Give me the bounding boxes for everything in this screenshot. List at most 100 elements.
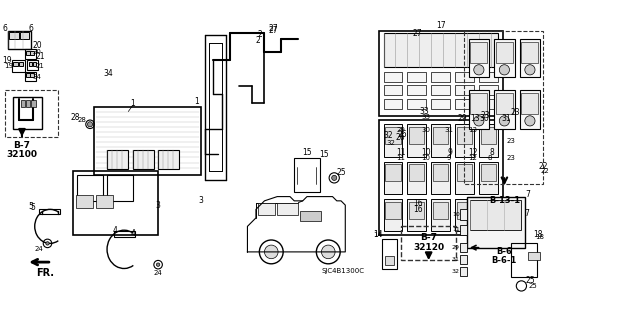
Text: 1: 1	[130, 99, 135, 108]
Bar	[431, 199, 450, 232]
Text: 1: 1	[194, 97, 199, 106]
Text: 7: 7	[524, 209, 529, 218]
Bar	[460, 255, 467, 264]
Text: 31: 31	[452, 257, 460, 262]
Ellipse shape	[525, 65, 535, 75]
Bar	[470, 42, 488, 63]
Bar	[294, 158, 320, 192]
Bar	[408, 199, 426, 232]
Bar	[409, 164, 424, 181]
Text: 29: 29	[452, 245, 460, 250]
Text: 25: 25	[336, 168, 346, 177]
Bar	[520, 90, 540, 129]
Bar	[431, 124, 450, 157]
Bar	[408, 71, 426, 82]
Bar	[385, 256, 394, 265]
Bar	[383, 71, 403, 82]
Bar	[460, 209, 467, 219]
Bar	[494, 90, 515, 129]
Ellipse shape	[525, 116, 535, 126]
Bar	[73, 171, 158, 235]
Text: 24: 24	[154, 270, 163, 276]
Text: B-6-1: B-6-1	[492, 256, 517, 265]
Text: 27: 27	[413, 29, 422, 38]
Bar	[481, 164, 496, 181]
Bar	[380, 120, 502, 235]
Bar	[408, 124, 426, 157]
Text: 24: 24	[35, 246, 44, 252]
Ellipse shape	[474, 116, 484, 126]
Bar	[158, 150, 179, 168]
Text: B-13-1: B-13-1	[489, 197, 520, 205]
Bar	[24, 71, 36, 81]
Bar	[479, 85, 497, 95]
Bar	[408, 99, 426, 109]
Bar	[522, 93, 538, 114]
Text: 8: 8	[489, 148, 494, 157]
Ellipse shape	[332, 175, 337, 181]
Bar	[20, 33, 29, 39]
Text: 28: 28	[71, 113, 80, 122]
Bar	[433, 164, 448, 181]
Bar	[460, 267, 467, 276]
Text: 13: 13	[470, 114, 479, 123]
Bar	[380, 31, 502, 116]
Bar	[455, 71, 474, 82]
Text: FR.: FR.	[36, 268, 54, 278]
Bar	[408, 85, 426, 95]
Text: 18: 18	[534, 230, 543, 239]
Bar	[385, 202, 401, 219]
Bar	[5, 90, 58, 137]
Bar	[383, 85, 403, 95]
Bar	[31, 51, 34, 55]
Text: 21: 21	[36, 52, 45, 61]
Bar	[300, 211, 321, 221]
Bar	[465, 31, 543, 184]
Bar	[481, 202, 496, 219]
Bar	[94, 107, 201, 175]
Text: 13: 13	[468, 127, 477, 133]
Text: 7: 7	[526, 190, 531, 199]
Bar	[455, 162, 474, 194]
Bar	[496, 93, 513, 114]
Ellipse shape	[321, 245, 335, 259]
Text: 32: 32	[383, 131, 392, 140]
Text: 9: 9	[447, 148, 452, 157]
Ellipse shape	[46, 242, 49, 245]
Bar	[457, 202, 472, 219]
Bar	[494, 39, 515, 78]
Bar	[409, 127, 424, 144]
Text: 14: 14	[374, 230, 383, 239]
Bar	[383, 124, 403, 157]
Text: 34: 34	[33, 74, 42, 80]
Ellipse shape	[316, 240, 340, 264]
Text: 28: 28	[77, 117, 86, 123]
Bar	[467, 197, 525, 248]
Text: 9: 9	[447, 155, 451, 161]
Bar	[455, 199, 474, 232]
Bar	[457, 127, 472, 144]
Text: 11: 11	[452, 227, 460, 232]
Text: B-7: B-7	[13, 141, 31, 150]
Bar	[383, 199, 403, 232]
Bar	[460, 225, 467, 235]
Bar	[8, 31, 31, 49]
Text: 22: 22	[539, 162, 548, 171]
Bar	[468, 39, 489, 78]
Bar	[114, 231, 135, 237]
Bar	[520, 39, 540, 78]
Ellipse shape	[474, 65, 484, 75]
Text: 26: 26	[397, 130, 407, 139]
Bar	[107, 150, 129, 168]
Bar	[24, 49, 36, 59]
Ellipse shape	[264, 245, 278, 259]
Bar	[26, 51, 29, 55]
Bar	[431, 162, 450, 194]
Text: 2: 2	[258, 30, 262, 40]
Text: 23: 23	[511, 108, 520, 117]
Text: 6: 6	[28, 24, 33, 33]
Text: 30: 30	[479, 114, 489, 123]
Text: 16: 16	[413, 205, 422, 214]
Text: 20: 20	[33, 41, 42, 50]
Bar	[455, 85, 474, 95]
